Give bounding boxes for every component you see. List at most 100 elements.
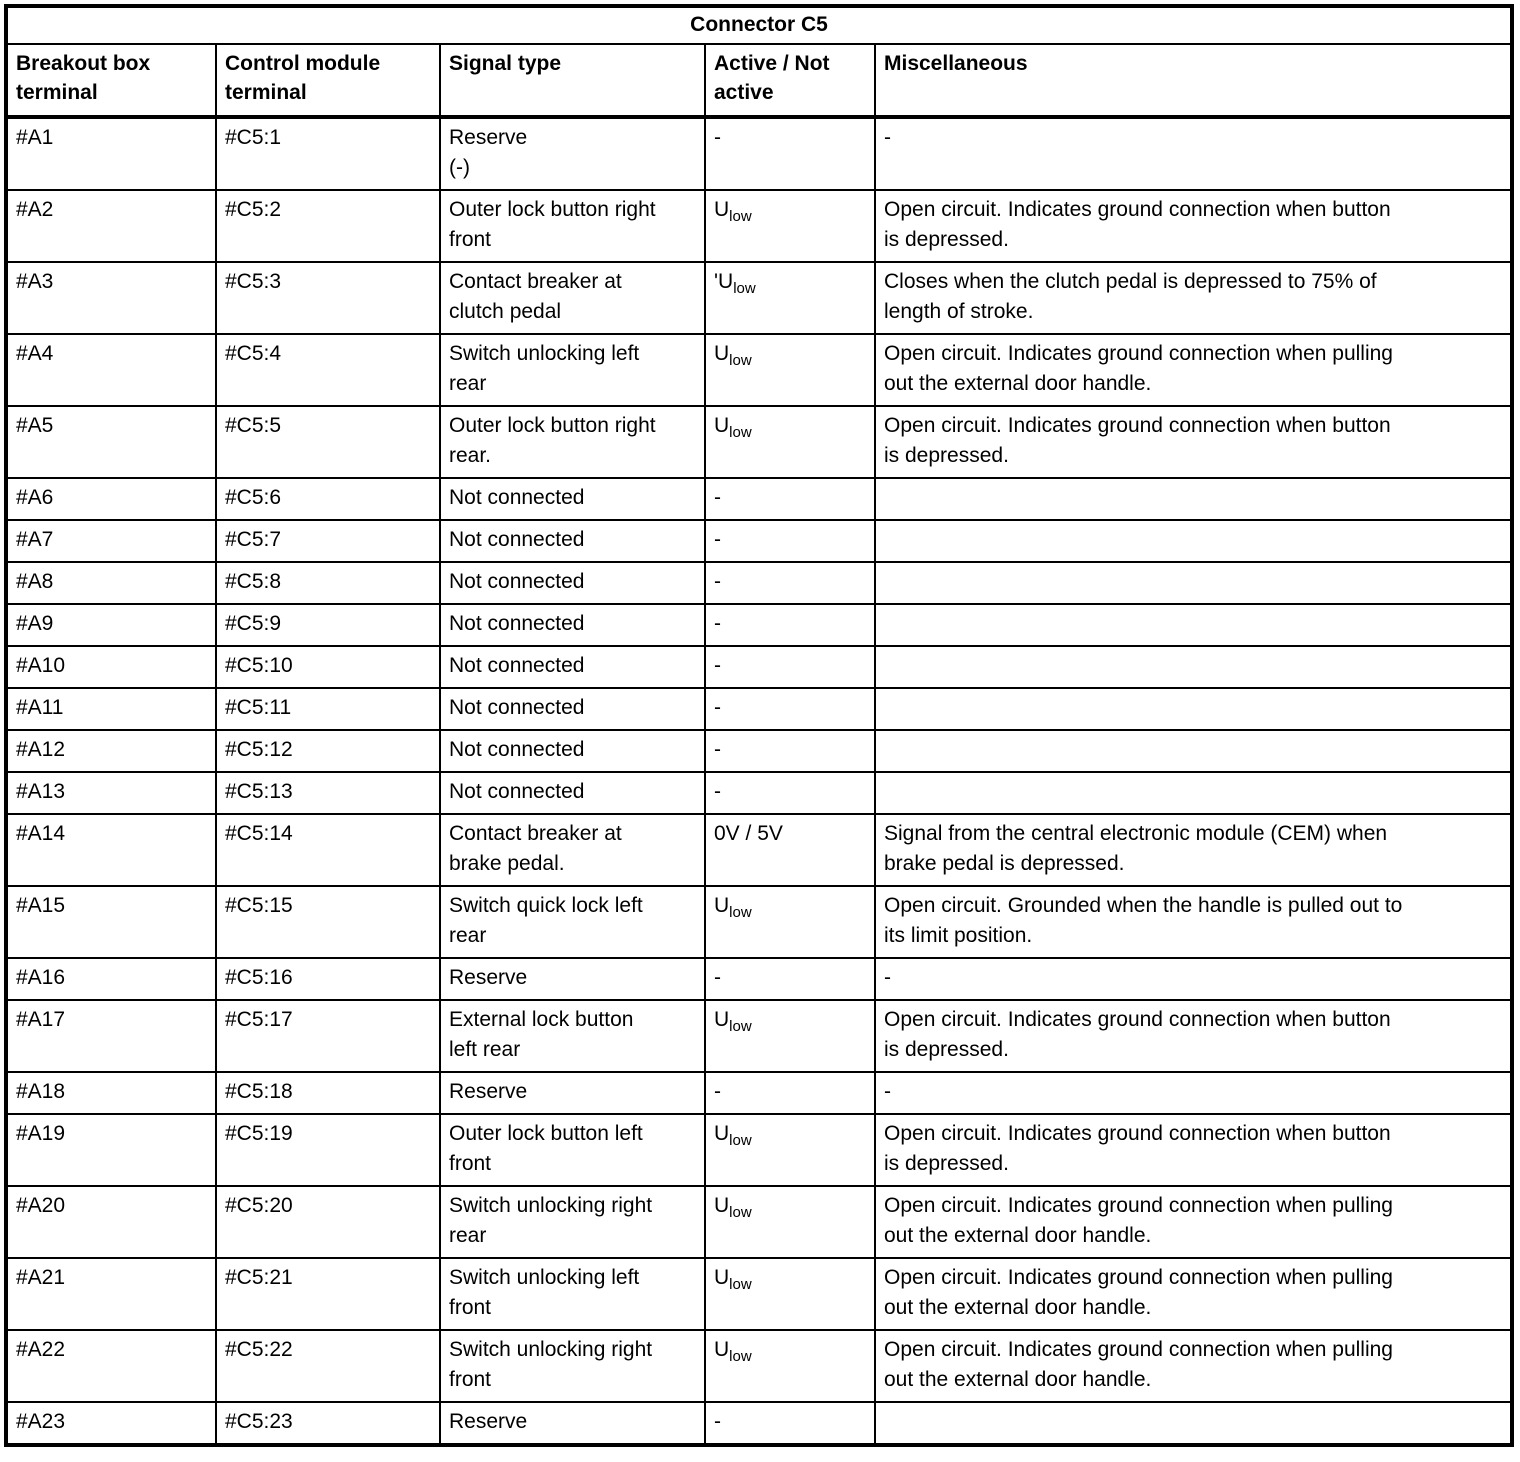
active-state-cell: - [704,957,876,1001]
breakout-terminal-cell: #A8 [5,561,217,605]
subscript-text: low [729,1018,752,1035]
signal-type-cell: Reserve [439,1401,706,1446]
module-terminal-cell: #C5:18 [215,1071,441,1115]
misc-cell: Open circuit. Indicates ground connectio… [873,1185,1514,1259]
active-state-cell: - [704,561,876,605]
breakout-terminal-cell: #A15 [5,885,217,959]
active-state-cell: - [704,687,876,731]
breakout-terminal-cell: #A14 [5,813,217,887]
misc-cell [873,729,1514,773]
subscript-text: low [729,352,752,369]
module-terminal-cell: #C5:12 [215,729,441,773]
breakout-terminal-cell: #A21 [5,1257,217,1331]
table-row: #A8 #C5:8 Not connected - [5,561,1514,605]
misc-cell [873,687,1514,731]
breakout-terminal-cell: #A20 [5,1185,217,1259]
module-terminal-cell: #C5:16 [215,957,441,1001]
active-state-cell: Ulow [704,1113,876,1187]
misc-cell: Open circuit. Indicates ground connectio… [873,1257,1514,1331]
module-terminal-cell: #C5:17 [215,999,441,1073]
table-row: #A11 #C5:11 Not connected - [5,687,1514,731]
signal-type-cell: Not connected [439,561,706,605]
signal-type-cell: Not connected [439,519,706,563]
misc-cell [873,645,1514,689]
subscript-text: low [729,1348,752,1365]
table-row: #A17 #C5:17 External lock button left rear… [5,999,1514,1073]
table-row: #A22 #C5:22 Switch unlocking right front Ul… [5,1329,1514,1403]
table-row: #A10 #C5:10 Not connected - [5,645,1514,689]
breakout-terminal-cell: #A11 [5,687,217,731]
active-state-cell: Ulow [704,1185,876,1259]
signal-type-cell: Outer lock button right rear. [439,405,706,479]
breakout-terminal-cell: #A23 [5,1401,217,1446]
signal-type-cell: Reserve [439,957,706,1001]
module-terminal-cell: #C5:8 [215,561,441,605]
misc-cell: Open circuit. Indicates ground connectio… [873,189,1514,263]
module-terminal-cell: #C5:1 [215,116,441,191]
table-row: #A6 #C5:6 Not connected - [5,477,1514,521]
signal-type-cell: External lock button left rear [439,999,706,1073]
active-state-cell: - [704,603,876,647]
signal-type-cell: Reserve (-) [439,116,706,191]
table-row: #A3 #C5:3 Contact breaker at clutch pedal '… [5,261,1514,335]
breakout-terminal-cell: #A4 [5,333,217,407]
module-terminal-cell: #C5:21 [215,1257,441,1331]
active-state-cell: - [704,116,876,191]
misc-cell: Open circuit. Grounded when the handle i… [873,885,1514,959]
signal-type-cell: Not connected [439,645,706,689]
module-terminal-cell: #C5:13 [215,771,441,815]
table-row: #A12 #C5:12 Not connected - [5,729,1514,773]
col-header-module-terminal: Control module terminal [215,43,441,119]
signal-type-cell: Not connected [439,771,706,815]
module-terminal-cell: #C5:9 [215,603,441,647]
misc-cell: - [873,957,1514,1001]
misc-cell: Signal from the central electronic modul… [873,813,1514,887]
signal-type-cell: Contact breaker at clutch pedal [439,261,706,335]
misc-cell [873,477,1514,521]
misc-cell: Open circuit. Indicates ground connectio… [873,999,1514,1073]
signal-type-cell: Switch unlocking left front [439,1257,706,1331]
active-state-cell: - [704,519,876,563]
breakout-terminal-cell: #A10 [5,645,217,689]
col-header-active-state: Active / Not active [704,43,876,119]
subscript-text: low [733,280,756,297]
active-state-cell: - [704,645,876,689]
breakout-terminal-cell: #A6 [5,477,217,521]
active-state-cell: Ulow [704,885,876,959]
signal-type-cell: Not connected [439,603,706,647]
module-terminal-cell: #C5:23 [215,1401,441,1446]
active-state-cell: - [704,1071,876,1115]
breakout-terminal-cell: #A13 [5,771,217,815]
table-row: #A14 #C5:14 Contact breaker at brake pedal… [5,813,1514,887]
active-state-cell: Ulow [704,999,876,1073]
active-state-cell: Ulow [704,189,876,263]
signal-type-cell: Switch quick lock left rear [439,885,706,959]
table-row: #A9 #C5:9 Not connected - [5,603,1514,647]
col-header-breakout-terminal: Breakout box terminal [5,43,217,119]
table-row: #A15 #C5:15 Switch quick lock left rear Ulo… [5,885,1514,959]
module-terminal-cell: #C5:14 [215,813,441,887]
signal-type-cell: Switch unlocking right front [439,1329,706,1403]
title-row: Connector C5 [4,5,1514,45]
breakout-terminal-cell: #A16 [5,957,217,1001]
table-row: #A5 #C5:5 Outer lock button right rear. Ulo… [5,405,1514,479]
active-state-cell: 0V / 5V [704,813,876,887]
table-row: #A1 #C5:1 Reserve (-) - - [5,116,1514,191]
module-terminal-cell: #C5:6 [215,477,441,521]
breakout-terminal-cell: #A1 [5,116,217,191]
module-terminal-cell: #C5:15 [215,885,441,959]
connector-c5-table: Connector C5 Breakout box terminal Contr… [4,4,1515,1447]
breakout-terminal-cell: #A3 [5,261,217,335]
module-terminal-cell: #C5:20 [215,1185,441,1259]
table-body: #A1 #C5:1 Reserve (-) - - #A2 #C5:2 Outer lock … [5,116,1514,1446]
breakout-terminal-cell: #A5 [5,405,217,479]
breakout-terminal-cell: #A17 [5,999,217,1073]
signal-type-cell: Outer lock button right front [439,189,706,263]
table-row: #A4 #C5:4 Switch unlocking left rear Ulow Op… [5,333,1514,407]
module-terminal-cell: #C5:5 [215,405,441,479]
module-terminal-cell: #C5:11 [215,687,441,731]
table-row: #A19 #C5:19 Outer lock button left front Ul… [5,1113,1514,1187]
breakout-terminal-cell: #A12 [5,729,217,773]
module-terminal-cell: #C5:22 [215,1329,441,1403]
active-state-cell: Ulow [704,1257,876,1331]
